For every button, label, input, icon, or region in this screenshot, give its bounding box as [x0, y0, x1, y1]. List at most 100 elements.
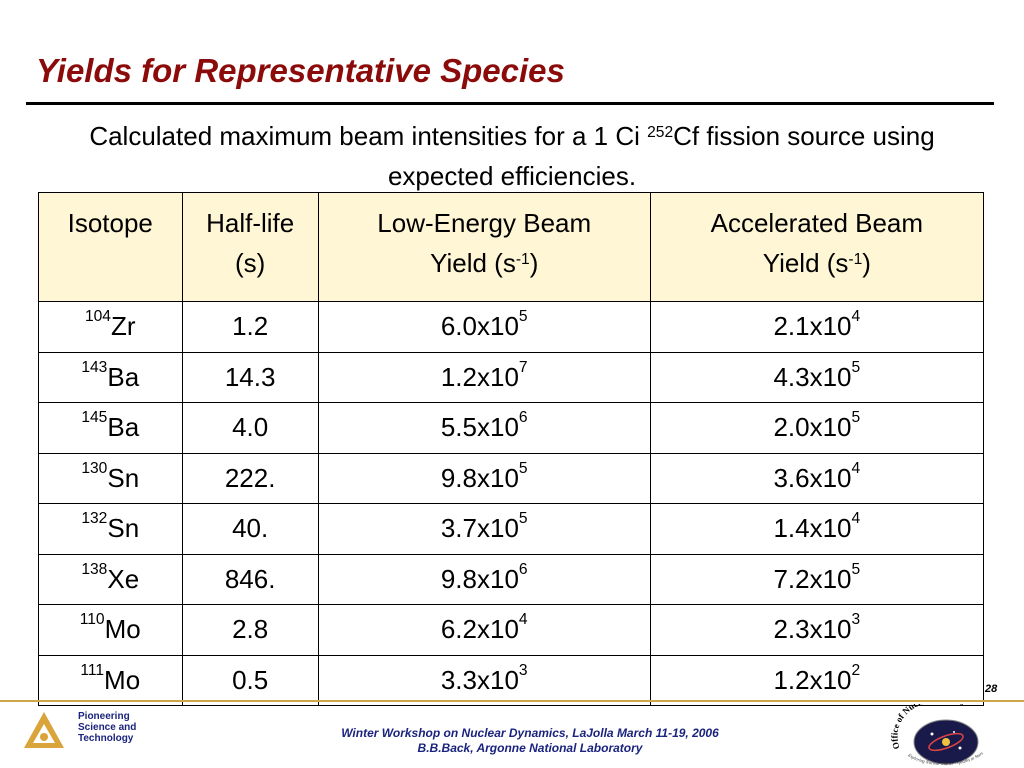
- table-row: 145Ba 4.0 5.5x106 2.0x105: [38, 402, 985, 454]
- acc-yield-exponent: 3: [851, 611, 861, 629]
- halflife-cell: 40.: [181, 503, 319, 555]
- isotope-cell: 132Sn: [38, 503, 183, 555]
- low-yield-mantissa: 6.0x10: [440, 311, 519, 342]
- low-yield-exponent: 3: [518, 661, 528, 679]
- subtitle-text-2: Cf fission source using expected efficie…: [387, 121, 935, 191]
- low-yield-mantissa: 3.7x10: [440, 513, 519, 544]
- isotope-element: Zr: [110, 311, 136, 342]
- low-yield-mantissa: 3.3x10: [440, 664, 519, 695]
- low-yield-cell: 9.8x106: [317, 553, 651, 605]
- footer-author: B.B.Back, Argonne National Laboratory: [417, 741, 643, 755]
- acc-yield-mantissa: 2.3x10: [773, 614, 852, 645]
- page-number: 28: [985, 683, 998, 695]
- isotope-cell: 110Mo: [38, 604, 183, 656]
- header-low-line2: Yield (s: [430, 248, 516, 278]
- low-yield-cell: 1.2x107: [317, 351, 651, 403]
- acc-yield-exponent: 5: [851, 358, 861, 376]
- isotope-mass: 111: [80, 661, 105, 679]
- low-yield-mantissa: 1.2x10: [440, 361, 519, 392]
- acc-yield-exponent: 5: [851, 409, 861, 427]
- acc-yield-exponent: 2: [851, 661, 861, 679]
- acc-yield-exponent: 4: [851, 510, 861, 528]
- low-yield-cell: 9.8x105: [317, 452, 651, 504]
- isotope-element: Mo: [104, 664, 141, 695]
- header-acc-line1: Accelerated Beam: [710, 208, 924, 238]
- table-row: 111Mo 0.5 3.3x103 1.2x102: [38, 654, 985, 706]
- low-yield-cell: 3.3x103: [317, 654, 651, 706]
- low-yield-mantissa: 5.5x10: [440, 412, 519, 443]
- header-halflife: Half-life (s): [181, 192, 319, 302]
- halflife-cell: 1.2: [181, 301, 319, 353]
- isotope-mass: 132: [81, 510, 108, 528]
- isotope-element: Xe: [107, 563, 140, 594]
- isotope-mass: 110: [79, 611, 105, 629]
- table-row: 104Zr 1.2 6.0x105 2.1x104: [38, 301, 985, 353]
- header-low-sup: -1: [515, 251, 530, 268]
- logo-tagline-line1: Pioneering: [78, 711, 130, 722]
- low-yield-exponent: 6: [518, 409, 528, 427]
- office-of-nuclear-physics-seal-icon: Office of Nuclear Physics Exploring Nucl…: [889, 704, 984, 766]
- slide-subtitle: Calculated maximum beam intensities for …: [40, 116, 984, 196]
- isotope-mass: 145: [81, 409, 108, 427]
- acc-yield-cell: 2.1x104: [649, 301, 985, 353]
- header-low-close: ): [529, 248, 539, 278]
- logo-tagline-line2: Science and: [78, 722, 137, 733]
- halflife-cell: 2.8: [181, 604, 319, 656]
- acc-yield-cell: 4.3x105: [649, 351, 985, 403]
- acc-yield-cell: 1.2x102: [649, 654, 985, 706]
- acc-yield-exponent: 5: [851, 560, 861, 578]
- subtitle-text-1: Calculated maximum beam intensities for …: [89, 121, 648, 151]
- title-divider: [26, 102, 994, 105]
- acc-yield-cell: 7.2x105: [649, 553, 985, 605]
- yields-table: Isotope Half-life (s) Low-Energy Beam Yi…: [38, 192, 985, 706]
- low-yield-cell: 3.7x105: [317, 503, 651, 555]
- table-row: 143Ba 14.3 1.2x107 4.3x105: [38, 351, 985, 403]
- halflife-cell: 222.: [181, 452, 319, 504]
- isotope-cell: 143Ba: [38, 351, 183, 403]
- subtitle-superscript: 252: [647, 124, 674, 141]
- acc-yield-mantissa: 2.1x10: [773, 311, 852, 342]
- header-low-line1: Low-Energy Beam: [377, 208, 592, 238]
- acc-yield-mantissa: 4.3x10: [773, 361, 852, 392]
- low-yield-mantissa: 9.8x10: [440, 462, 519, 493]
- header-halflife-line2: (s): [234, 248, 266, 278]
- low-yield-mantissa: 6.2x10: [440, 614, 519, 645]
- header-acc-close: ): [862, 248, 871, 278]
- acc-yield-cell: 2.3x103: [649, 604, 985, 656]
- isotope-mass: 130: [81, 459, 108, 477]
- isotope-mass: 138: [81, 560, 108, 578]
- acc-yield-mantissa: 1.2x10: [773, 664, 852, 695]
- isotope-element: Mo: [104, 614, 141, 645]
- slide-title: Yields for Representative Species: [36, 52, 565, 89]
- header-acc-line2: Yield (s: [762, 248, 849, 278]
- isotope-element: Sn: [107, 462, 140, 493]
- isotope-cell: 111Mo: [38, 654, 183, 706]
- isotope-cell: 145Ba: [38, 402, 183, 454]
- low-yield-cell: 6.0x105: [317, 301, 651, 353]
- header-halflife-line1: Half-life: [206, 208, 295, 238]
- footer-divider: [0, 700, 1024, 702]
- isotope-mass: 104: [84, 308, 111, 326]
- table-body: 104Zr 1.2 6.0x105 2.1x104 143Ba 14.3 1.2…: [38, 301, 985, 706]
- acc-yield-mantissa: 3.6x10: [773, 462, 852, 493]
- header-accelerated-yield: Accelerated Beam Yield (s-1): [649, 192, 985, 302]
- table-row: 130Sn 222. 9.8x105 3.6x104: [38, 452, 985, 504]
- footer-credit: Winter Workshop on Nuclear Dynamics, LaJ…: [250, 726, 810, 756]
- low-yield-exponent: 5: [518, 459, 528, 477]
- acc-yield-exponent: 4: [851, 308, 861, 326]
- argonne-logo-icon: [24, 712, 64, 748]
- isotope-mass: 143: [81, 358, 108, 376]
- low-yield-cell: 6.2x104: [317, 604, 651, 656]
- acc-yield-cell: 1.4x104: [649, 503, 985, 555]
- low-yield-exponent: 4: [518, 611, 528, 629]
- low-yield-cell: 5.5x106: [317, 402, 651, 454]
- table-row: 138Xe 846. 9.8x106 7.2x105: [38, 553, 985, 605]
- low-yield-mantissa: 9.8x10: [440, 563, 519, 594]
- acc-yield-exponent: 4: [851, 459, 861, 477]
- acc-yield-mantissa: 2.0x10: [773, 412, 852, 443]
- header-isotope: Isotope: [38, 192, 183, 302]
- low-yield-exponent: 5: [518, 308, 528, 326]
- table-header-row: Isotope Half-life (s) Low-Energy Beam Yi…: [38, 192, 985, 302]
- acc-yield-mantissa: 1.4x10: [773, 513, 852, 544]
- low-yield-exponent: 5: [518, 510, 528, 528]
